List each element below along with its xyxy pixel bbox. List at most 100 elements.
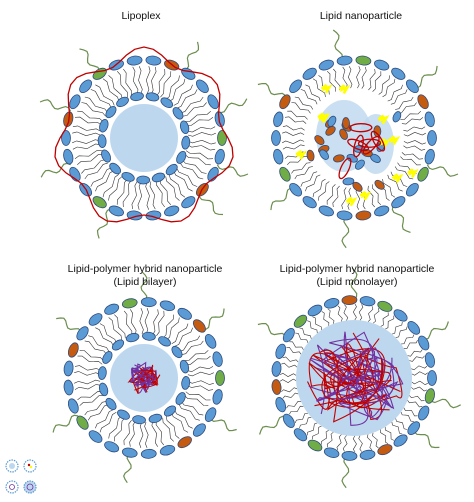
hybrid-bilayer-title: Lipid-polymer hybrid nanoparticle: [67, 263, 223, 275]
lipid-tail: [367, 185, 375, 208]
peg-chain: [216, 164, 249, 177]
inner-lipid-head: [165, 163, 178, 176]
lipid-tail: [160, 178, 172, 205]
cholesterol-molecule: [392, 173, 404, 183]
outer-lipid-head: [391, 196, 406, 209]
lipid-tail: [108, 75, 123, 100]
lipid-tail: [347, 66, 353, 89]
lipid-tail: [306, 422, 318, 436]
outer-lipid-head: [273, 148, 284, 165]
outer-lipid-head: [271, 130, 281, 146]
inner-lipid-head: [132, 415, 146, 425]
lipid-tail: [72, 139, 101, 144]
hybrid-bilayer-thumbnail-icon: [5, 480, 19, 494]
outer-lipid-head: [192, 423, 206, 437]
lipid-tail: [165, 415, 180, 439]
lipid-tail: [90, 89, 112, 109]
outer-lipid-head: [393, 434, 408, 447]
outer-lipid-head: [293, 428, 308, 442]
peg-chain: [413, 427, 440, 449]
lipid-tail: [282, 139, 305, 145]
lipid-tail: [122, 179, 132, 208]
lipid-tail: [173, 84, 193, 106]
outer-lipid-head: [126, 55, 143, 66]
inner-lipid-head: [125, 332, 140, 343]
outer-lipid-head: [355, 55, 372, 66]
lipid-tail: [184, 154, 211, 166]
lipid-tail: [166, 317, 180, 341]
lipid-tail: [79, 350, 104, 361]
lipid-tail: [123, 420, 132, 446]
outer-lipid-head: [121, 298, 138, 309]
outer-lipid-head: [207, 166, 219, 182]
lipid-tail: [394, 166, 414, 180]
lipid-tail: [116, 71, 128, 98]
lipid-tail: [282, 356, 299, 363]
lipid-tail: [95, 170, 115, 192]
outer-lipid-head: [204, 407, 217, 422]
outer-lipid-head: [215, 370, 225, 386]
inner-lipid-head: [116, 96, 129, 108]
lipid-tail: [397, 102, 417, 114]
lipid-tail: [286, 400, 302, 409]
inner-lipid-head: [109, 162, 121, 175]
inner-lipid-head: [121, 172, 135, 182]
aqueous-core: [110, 104, 178, 172]
outer-lipid-head: [159, 300, 176, 311]
ionizable-lipid: [392, 111, 402, 123]
outer-lipid-head: [323, 298, 340, 309]
outer-lipid-head: [405, 182, 419, 197]
lipid-tail: [291, 162, 311, 174]
inner-lipid-head: [179, 359, 190, 374]
lipid-tail: [187, 132, 216, 137]
lipid-tail: [171, 412, 189, 433]
lipid-tail: [395, 96, 414, 110]
outer-lipid-head: [88, 430, 103, 443]
outer-lipid-head: [121, 447, 138, 458]
lipid-tail: [341, 187, 347, 210]
lipid-tail: [312, 78, 326, 97]
lipid-tail: [372, 71, 382, 92]
outer-lipid-head: [92, 67, 107, 80]
lipid-tail: [372, 432, 379, 449]
lipid-tail: [72, 125, 101, 132]
outer-lipid-head: [341, 450, 358, 461]
lipid-tail: [380, 312, 389, 327]
outer-lipid-head: [302, 196, 317, 209]
lipid-tail: [130, 309, 137, 335]
outer-lipid-head: [318, 205, 334, 217]
ionizable-lipid: [342, 177, 355, 186]
lipid-tail: [108, 176, 123, 201]
lipid-tail: [162, 314, 174, 339]
nucleic-acid-loop: [349, 123, 373, 133]
outer-lipid-head: [104, 441, 120, 453]
lipid-tail: [77, 110, 104, 122]
peg-chain: [421, 321, 449, 341]
lipid-tail: [168, 174, 186, 198]
outer-lipid-head: [63, 148, 74, 165]
lipid-tail: [281, 362, 298, 368]
inner-lipid-head: [176, 150, 187, 164]
outer-lipid-head: [279, 94, 291, 110]
lipid-tail: [299, 327, 312, 339]
lipid-tail: [294, 412, 308, 424]
outer-lipid-head: [336, 55, 353, 66]
lipid-tail: [156, 310, 165, 336]
lnp-thumbnail-icon: [23, 459, 37, 473]
outer-lipid-head: [424, 388, 436, 404]
lipid-tail: [145, 181, 150, 210]
outer-lipid-head: [69, 94, 81, 110]
outer-lipid-head: [177, 436, 192, 449]
outer-lipid-head: [104, 303, 120, 315]
outer-lipid-head: [92, 196, 107, 209]
lipid-tail: [171, 323, 189, 345]
peg-chain: [209, 415, 237, 432]
outer-lipid-head: [76, 326, 89, 341]
lipid-tail: [184, 395, 209, 406]
inner-lipid-head: [97, 134, 107, 148]
lipid-tail: [279, 372, 297, 377]
peg-chain: [202, 308, 225, 330]
lipid-tail: [187, 126, 216, 133]
lipid-tail: [180, 96, 204, 114]
peg-chain: [123, 452, 132, 484]
